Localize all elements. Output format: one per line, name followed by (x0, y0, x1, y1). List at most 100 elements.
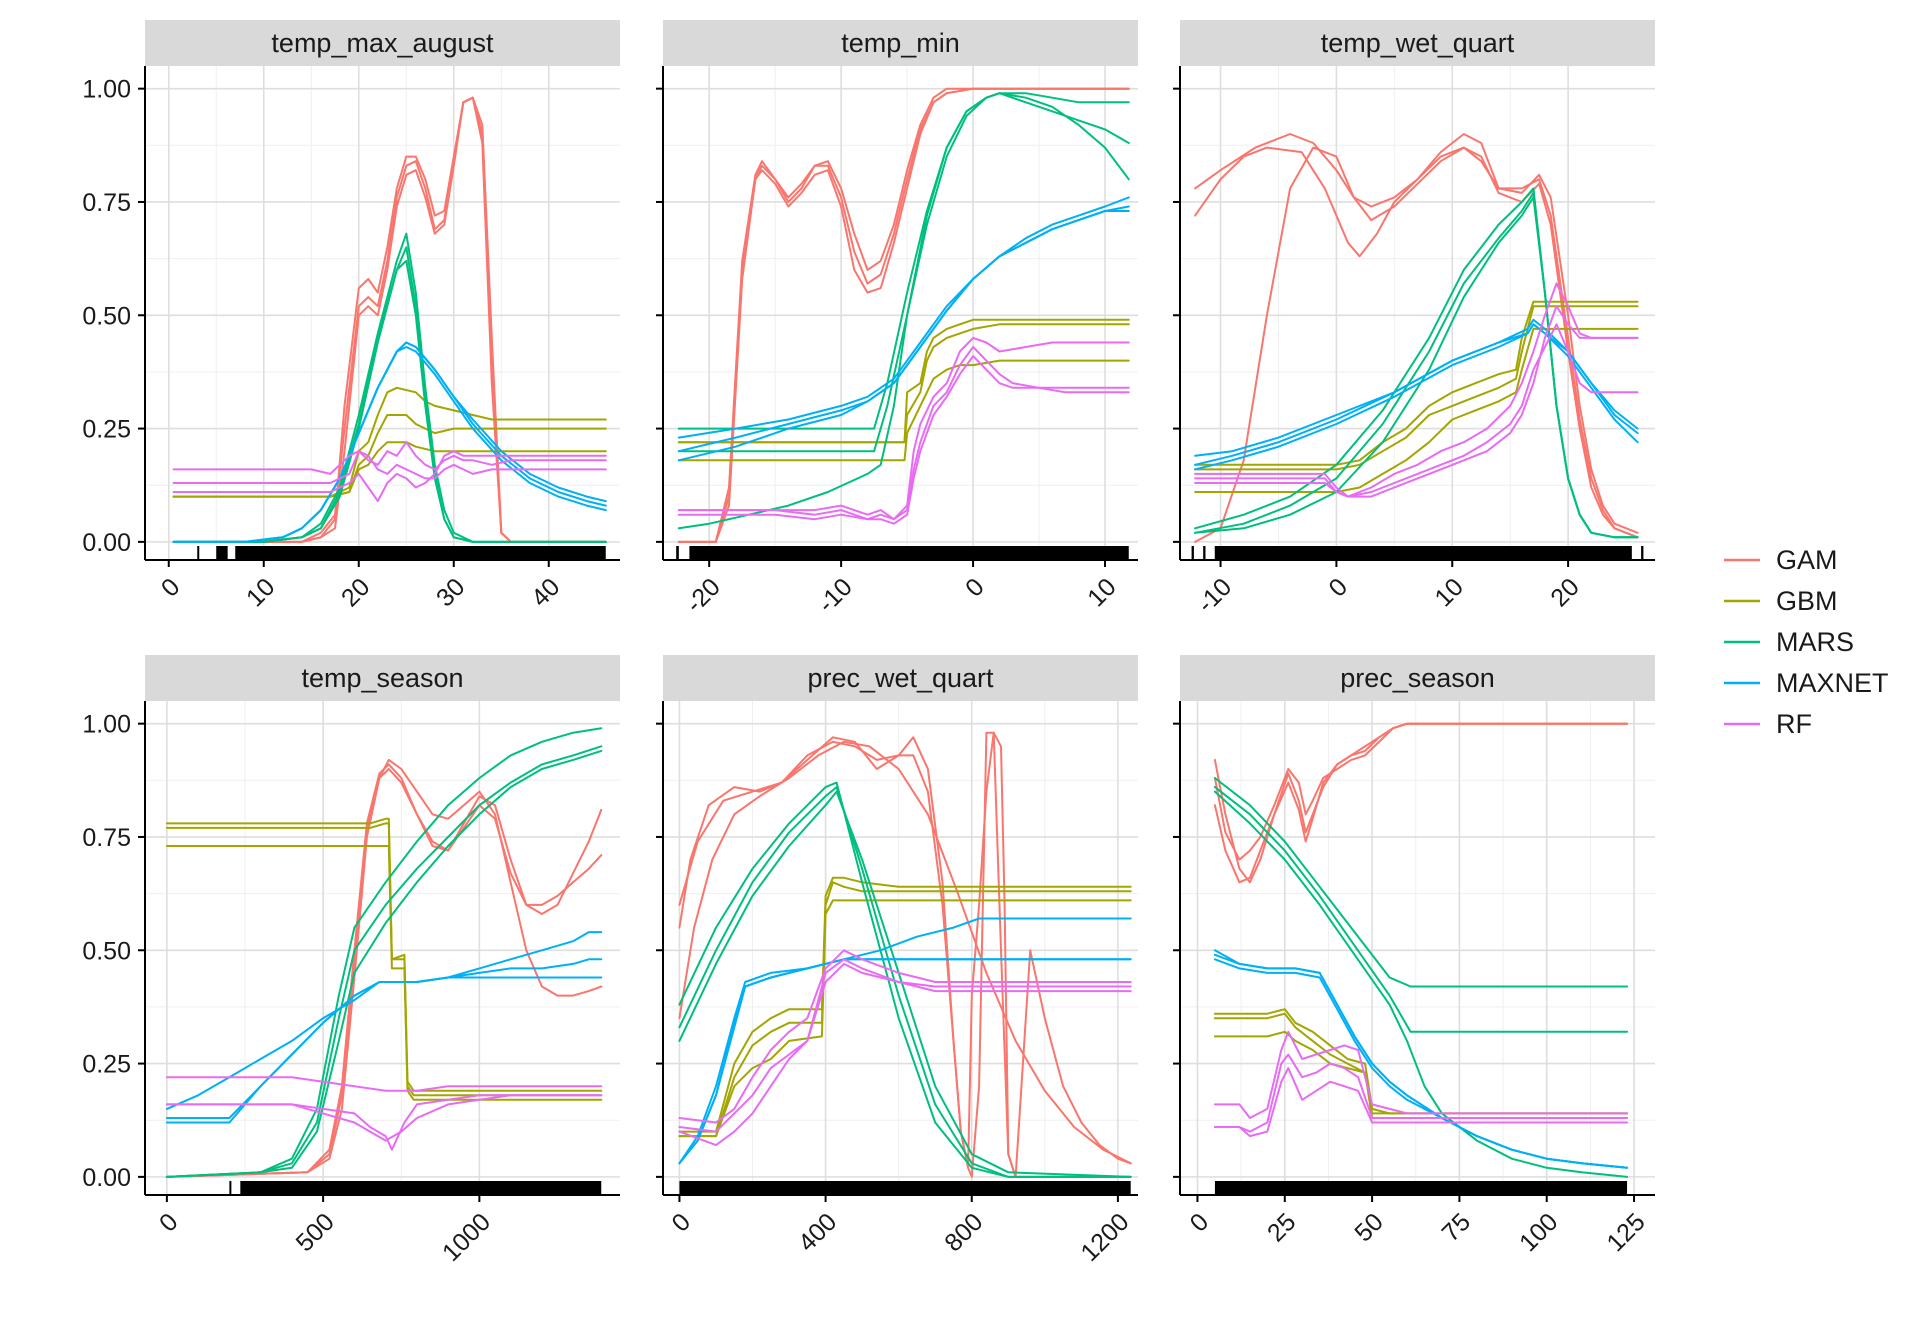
x-tick-label: 0 (960, 573, 990, 603)
series-line-rf (1213, 1067, 1629, 1138)
series-line-maxnet (1194, 323, 1639, 471)
series-line-rf (172, 450, 607, 503)
series-line-rf (677, 336, 1130, 521)
panel-strip (663, 20, 1138, 66)
y-tick-label: 0.75 (82, 824, 131, 852)
rug-marks (197, 546, 200, 560)
rug-marks (1214, 546, 1632, 560)
series-line-gam (678, 731, 1132, 1178)
series-line-rf (172, 441, 607, 475)
panel-strip (1180, 20, 1655, 66)
series-line-gam (1213, 722, 1629, 861)
series-line-gbm (1194, 327, 1639, 493)
series-line-gam (1213, 722, 1629, 884)
series-line-gbm (172, 441, 607, 498)
rug-marks (689, 546, 1129, 560)
panel-strip (663, 655, 1138, 701)
series-line-maxnet (678, 958, 1132, 1165)
series-line-maxnet (1194, 323, 1639, 466)
x-tick-label: 50 (1349, 1208, 1388, 1247)
panel-temp-max-august: temp_max_august 0.00 0.25 0.50 0.75 1.00 0 10 20… (82, 20, 620, 612)
series-line-gbm (165, 822, 603, 1097)
y-tick-label: 0.25 (82, 416, 131, 444)
y-tick-label: 0.50 (82, 937, 131, 965)
x-tick-label: 0 (156, 573, 186, 603)
series-line-gbm (678, 881, 1132, 1138)
x-tick-label: -10 (1192, 573, 1237, 618)
series-line-maxnet (677, 196, 1130, 462)
series-line-mars (677, 92, 1130, 530)
x-tick-label: 10 (241, 573, 280, 612)
panel-prec-season: prec_season 0 25 50 75 100 125 (1173, 655, 1655, 1257)
series-line-gbm (677, 323, 1130, 444)
series-line-gam (678, 731, 1132, 1178)
panel-title: temp_min (841, 28, 960, 58)
y-tick-label: 0.00 (82, 529, 131, 557)
legend-label-maxnet: MAXNET (1776, 668, 1889, 698)
panel-strip (145, 20, 620, 66)
x-tick-label: 10 (1429, 573, 1468, 612)
series-line-mars (678, 781, 1132, 1178)
series-line-rf (678, 958, 1132, 1133)
series-line-mars (172, 259, 607, 543)
series-line-rf (677, 346, 1130, 521)
x-tick-label: 125 (1601, 1208, 1650, 1257)
series-line-gam (172, 96, 607, 543)
x-tick-label: 40 (526, 573, 565, 612)
series-line-mars (1213, 790, 1629, 1178)
series-group (1213, 722, 1629, 1178)
series-line-maxnet (1213, 949, 1629, 1169)
y-tick-label: 0.50 (82, 302, 131, 330)
y-tick-label: 1.00 (82, 76, 131, 104)
rug-marks (1214, 1181, 1628, 1195)
panel-strip (145, 655, 620, 701)
x-tick-label: 0 (666, 1208, 696, 1238)
series-line-mars (677, 92, 1130, 430)
series-line-rf (678, 962, 1132, 1147)
series-line-rf (1213, 1030, 1629, 1119)
series-line-mars (165, 749, 603, 1178)
y-tick-label: 0.00 (82, 1164, 131, 1192)
series-line-maxnet (1213, 958, 1629, 1169)
y-tick-label: 0.75 (82, 189, 131, 217)
x-tick-label: 0 (1185, 1208, 1215, 1238)
rug-marks (235, 546, 606, 560)
x-tick-label: 400 (793, 1208, 842, 1257)
series-line-rf (165, 1076, 603, 1092)
series-line-gam (165, 758, 603, 1178)
panel-title: prec_wet_quart (807, 663, 994, 693)
panel-title: temp_season (301, 663, 463, 693)
series-line-gbm (1213, 1008, 1629, 1115)
rug-marks (1203, 546, 1206, 560)
x-tick-label: 0 (154, 1208, 184, 1238)
legend-label-gam: GAM (1776, 545, 1838, 575)
series-line-gbm (678, 899, 1132, 1138)
series-group (165, 727, 603, 1178)
panel-temp-min: temp_min -20 -10 0 10 (656, 20, 1138, 618)
series-line-gbm (1194, 300, 1639, 466)
series-line-mars (165, 727, 603, 1178)
x-tick-label: -20 (681, 573, 726, 618)
rug-marks (240, 1181, 602, 1195)
series-line-mars (678, 790, 1132, 1178)
x-tick-label: -10 (812, 573, 857, 618)
rug-marks (229, 1181, 232, 1195)
x-tick-label: 100 (1514, 1208, 1563, 1257)
x-tick-label: 25 (1262, 1208, 1301, 1247)
series-line-maxnet (172, 346, 607, 543)
x-tick-label: 800 (939, 1208, 988, 1257)
x-tick-label: 1200 (1075, 1208, 1134, 1267)
series-line-maxnet (165, 958, 603, 1124)
series-line-gbm (165, 817, 603, 1092)
series-line-gam (172, 96, 607, 543)
series-group (1194, 133, 1639, 543)
panel-strip (1180, 655, 1655, 701)
series-line-mars (172, 232, 607, 543)
x-tick-label: 1000 (437, 1208, 496, 1267)
series-line-gam (1194, 146, 1639, 543)
panel-prec-wet-quart: prec_wet_quart 0 400 800 1200 (656, 655, 1138, 1267)
series-line-rf (1213, 1053, 1629, 1133)
series-line-gbm (1213, 1012, 1629, 1115)
series-line-rf (1194, 305, 1639, 498)
series-line-mars (677, 92, 1130, 453)
